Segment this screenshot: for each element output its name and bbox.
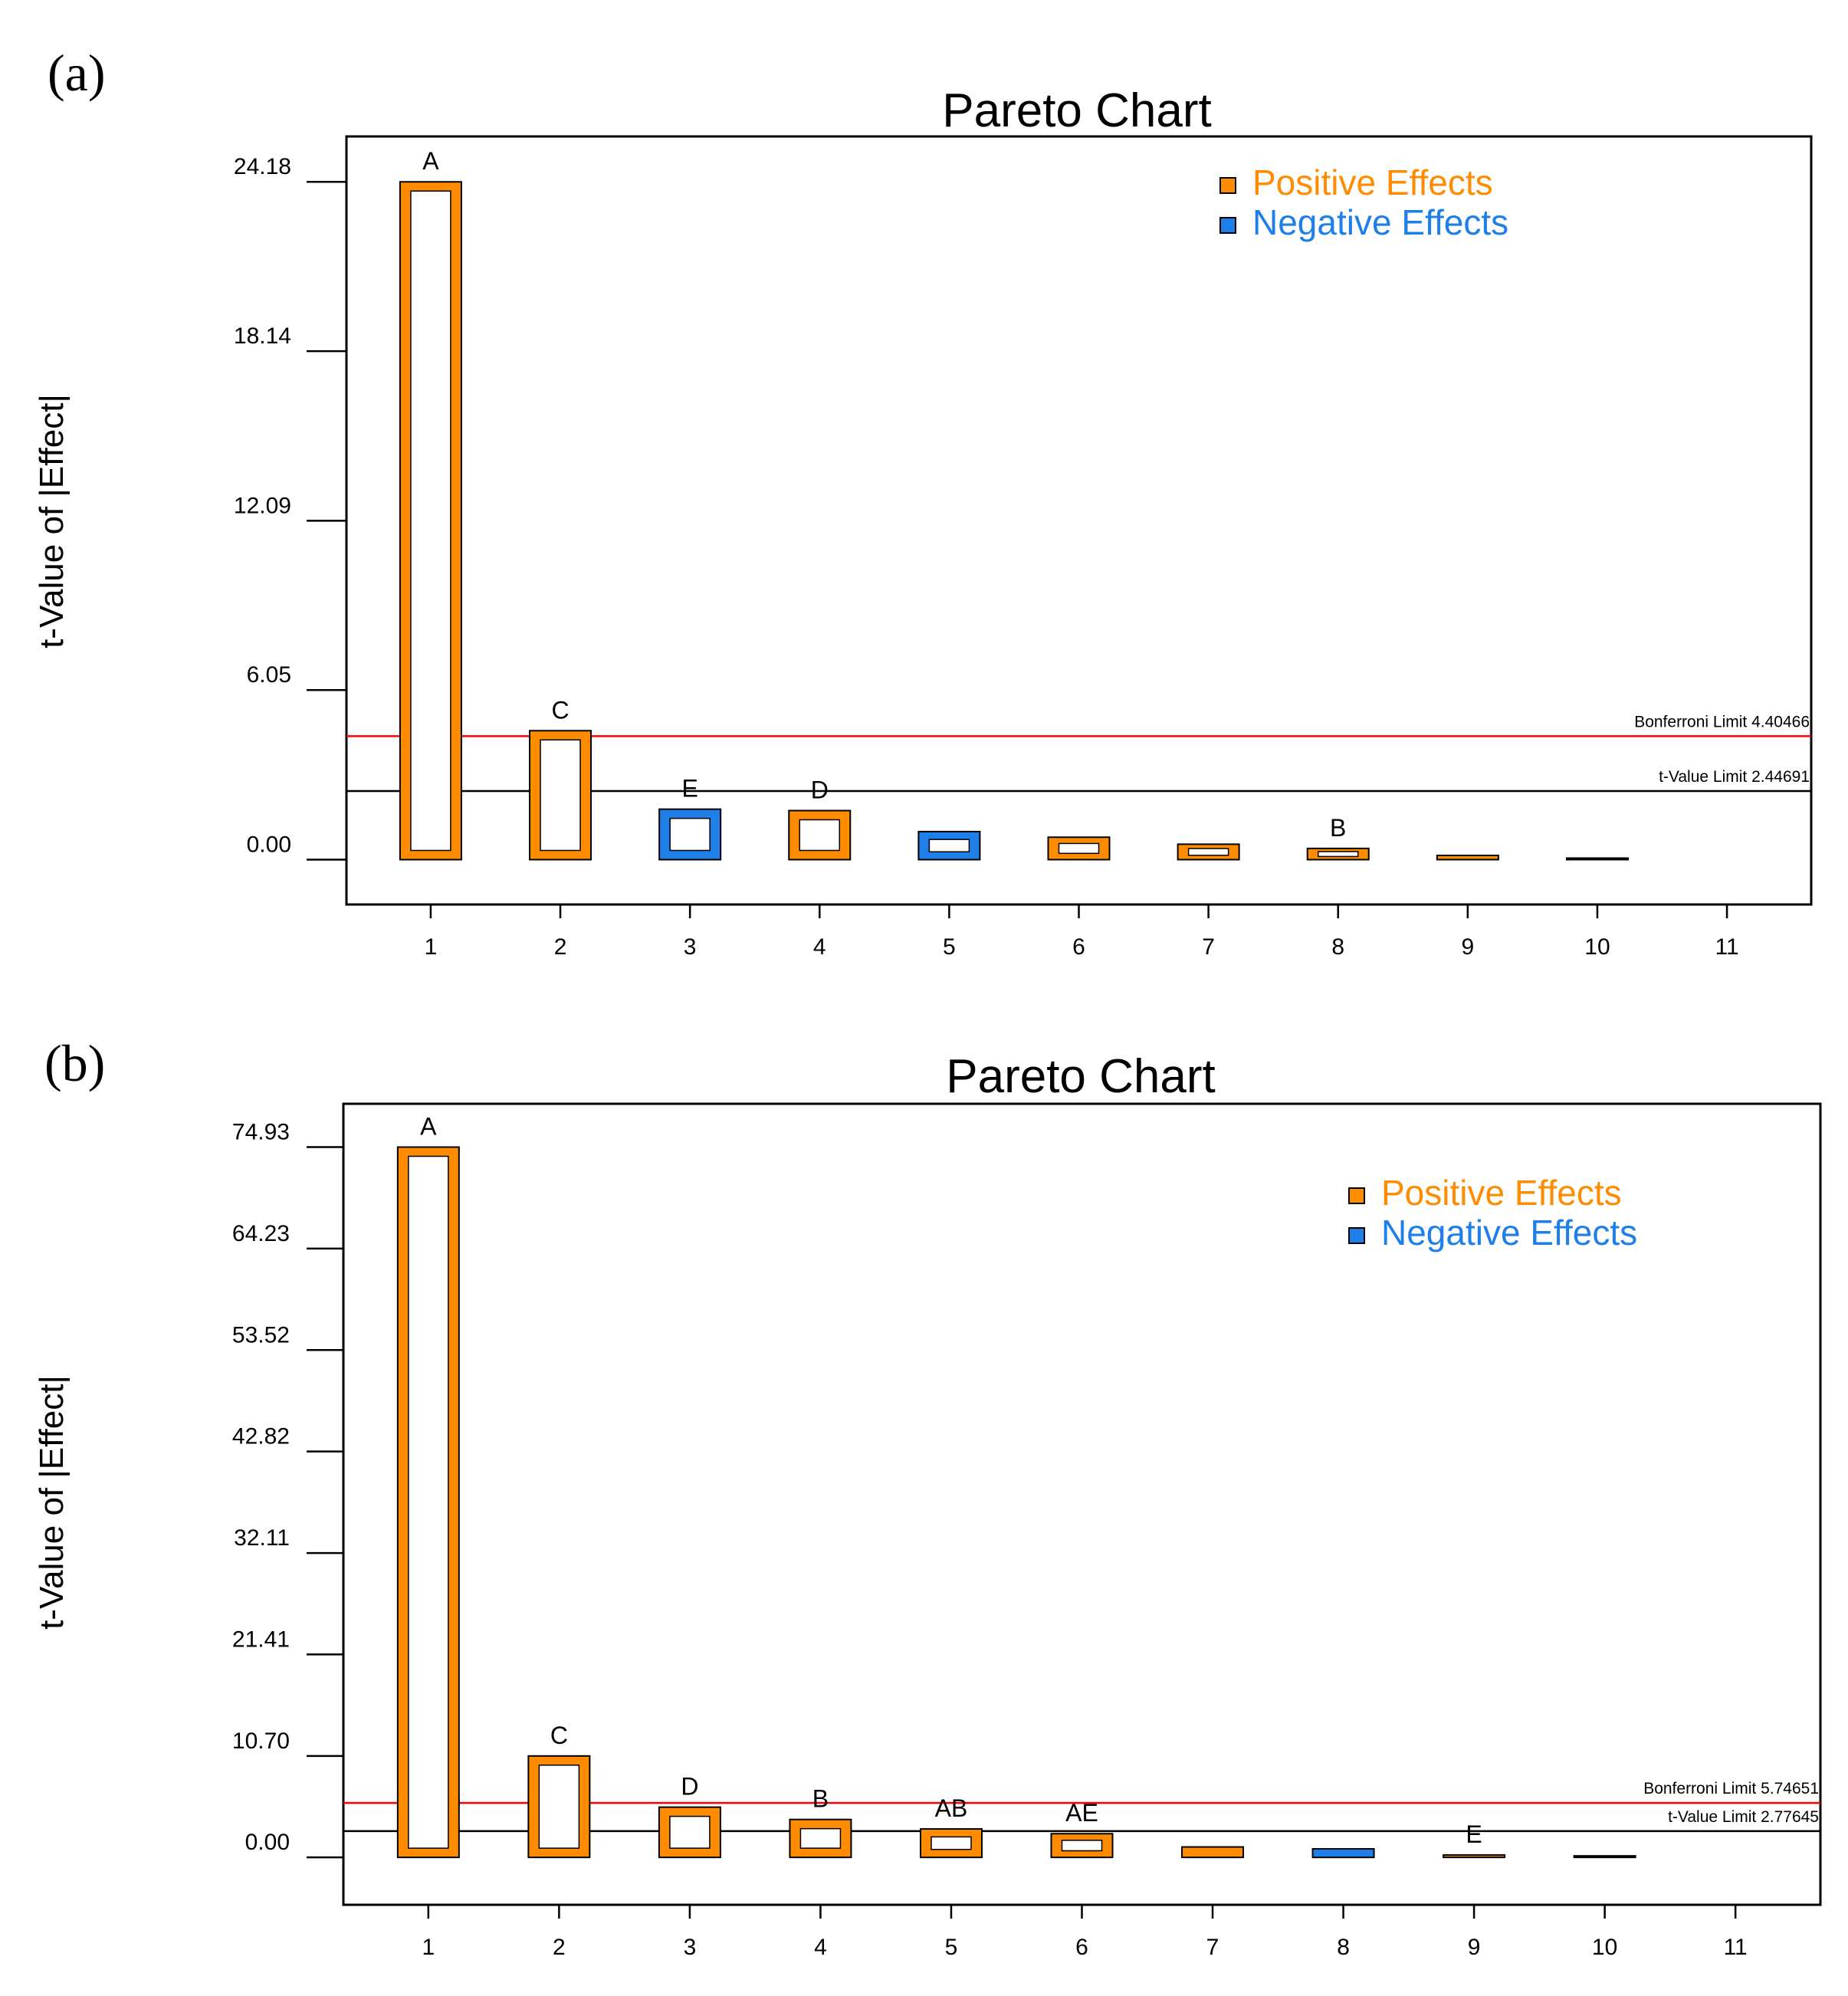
bar-8	[1311, 1848, 1375, 1859]
bar-inner-3	[669, 1815, 711, 1849]
x-tick-label: 4	[813, 934, 826, 960]
bar-label-AB: AB	[935, 1794, 968, 1822]
t-value-limit-label: t-Value Limit 2.44691	[1659, 768, 1810, 786]
y-tick-label: 12.09	[234, 493, 291, 518]
x-tick-label: 10	[1592, 1935, 1617, 1960]
x-tick-label: 9	[1462, 934, 1475, 960]
bar-9	[1443, 1854, 1506, 1859]
x-tick-label: 6	[1072, 934, 1085, 960]
legend-swatch-positive	[1219, 177, 1236, 194]
y-tick-label: 21.41	[232, 1627, 290, 1652]
y-tick-label: 42.82	[232, 1424, 290, 1449]
legend-swatch-negative	[1219, 217, 1236, 234]
y-tick-label: 10.70	[232, 1728, 290, 1754]
panel-label: (b)	[44, 1034, 105, 1092]
x-tick-label: 1	[425, 934, 438, 960]
y-tick-label: 53.52	[232, 1322, 290, 1348]
y-tick-label: 0.00	[245, 1830, 290, 1855]
chart-title: Pareto Chart	[942, 84, 1212, 137]
bar-7	[1181, 1846, 1245, 1859]
bonferroni-limit-label: Bonferroni Limit 5.74651	[1643, 1780, 1819, 1797]
x-tick-label: 3	[684, 1935, 697, 1960]
y-tick-label: 6.05	[247, 662, 291, 688]
legend-label-negative: Negative Effects	[1252, 202, 1508, 242]
bar-label-B: B	[1330, 814, 1346, 842]
x-tick-label: 8	[1337, 1935, 1350, 1960]
x-tick-label: 11	[1724, 1935, 1748, 1960]
bonferroni-limit-label: Bonferroni Limit 4.40466	[1634, 713, 1810, 730]
x-tick-label: 5	[945, 1935, 958, 1960]
bar-label-A: A	[422, 147, 439, 175]
bar-inner-8	[1317, 851, 1359, 858]
legend-swatch-positive	[1348, 1187, 1365, 1204]
bar-label-A: A	[420, 1113, 437, 1141]
bar-10	[1565, 857, 1629, 861]
bar-10	[1573, 1855, 1636, 1859]
bar-inner-2	[538, 1765, 580, 1849]
legend-swatch-negative	[1348, 1227, 1365, 1244]
y-tick-label: 18.14	[234, 323, 291, 349]
x-tick-label: 2	[554, 934, 567, 960]
bar-9	[1436, 855, 1499, 861]
bar-inner-4	[799, 1827, 842, 1849]
x-tick-label: 1	[422, 1935, 435, 1960]
legend-label-negative: Negative Effects	[1381, 1213, 1637, 1252]
y-tick-label: 24.18	[234, 154, 291, 179]
bar-label-B: B	[812, 1785, 829, 1813]
bar-inner-6	[1058, 842, 1100, 855]
bar-inner-5	[931, 1836, 972, 1850]
x-tick-label: 9	[1468, 1935, 1481, 1960]
bar-label-C: C	[550, 1722, 568, 1749]
bar-label-E: E	[1466, 1820, 1482, 1848]
bar-inner-7	[1187, 848, 1229, 856]
x-tick-label: 11	[1715, 934, 1738, 960]
bar-inner-5	[928, 839, 970, 852]
x-tick-label: 7	[1202, 934, 1215, 960]
bar-label-C: C	[551, 696, 569, 724]
bar-inner-1	[410, 190, 451, 852]
y-tick-label: 64.23	[232, 1221, 290, 1246]
panel-label: (a)	[48, 44, 105, 102]
y-axis-label: t-Value of |Effect|	[33, 394, 71, 648]
bar-label-E: E	[681, 775, 698, 803]
x-tick-label: 5	[943, 934, 956, 960]
x-tick-label: 7	[1206, 1935, 1219, 1960]
bar-inner-4	[799, 819, 841, 852]
x-tick-label: 6	[1075, 1935, 1088, 1960]
bar-inner-1	[408, 1155, 449, 1849]
x-tick-label: 10	[1584, 934, 1610, 960]
bar-inner-6	[1061, 1840, 1103, 1852]
legend-label-positive: Positive Effects	[1381, 1173, 1622, 1213]
chart-panel-b: (b) Pareto Chart t-Value of |Effect| 74.93 6…	[33, 1034, 1822, 1960]
bar-inner-2	[540, 739, 581, 852]
bar-label-D: D	[681, 1773, 698, 1801]
y-tick-label: 32.11	[234, 1525, 290, 1551]
legend-label-positive: Positive Effects	[1252, 163, 1493, 202]
x-tick-label: 4	[814, 1935, 827, 1960]
bar-inner-3	[669, 817, 711, 852]
y-axis-label: t-Value of |Effect|	[33, 1375, 71, 1630]
x-tick-label: 8	[1331, 934, 1344, 960]
chart-title: Pareto Chart	[946, 1050, 1216, 1103]
y-tick-label: 0.00	[247, 832, 291, 857]
x-tick-label: 3	[684, 934, 697, 960]
bar-label-AE: AE	[1065, 1799, 1098, 1827]
bar-label-D: D	[811, 776, 829, 803]
chart-panel-a: (a) Pareto Chart t-Value of |Effect| 24.18 1…	[33, 44, 1813, 960]
t-value-limit-label: t-Value Limit 2.77645	[1668, 1808, 1819, 1826]
y-tick-label: 74.93	[232, 1120, 290, 1145]
x-tick-label: 2	[553, 1935, 566, 1960]
